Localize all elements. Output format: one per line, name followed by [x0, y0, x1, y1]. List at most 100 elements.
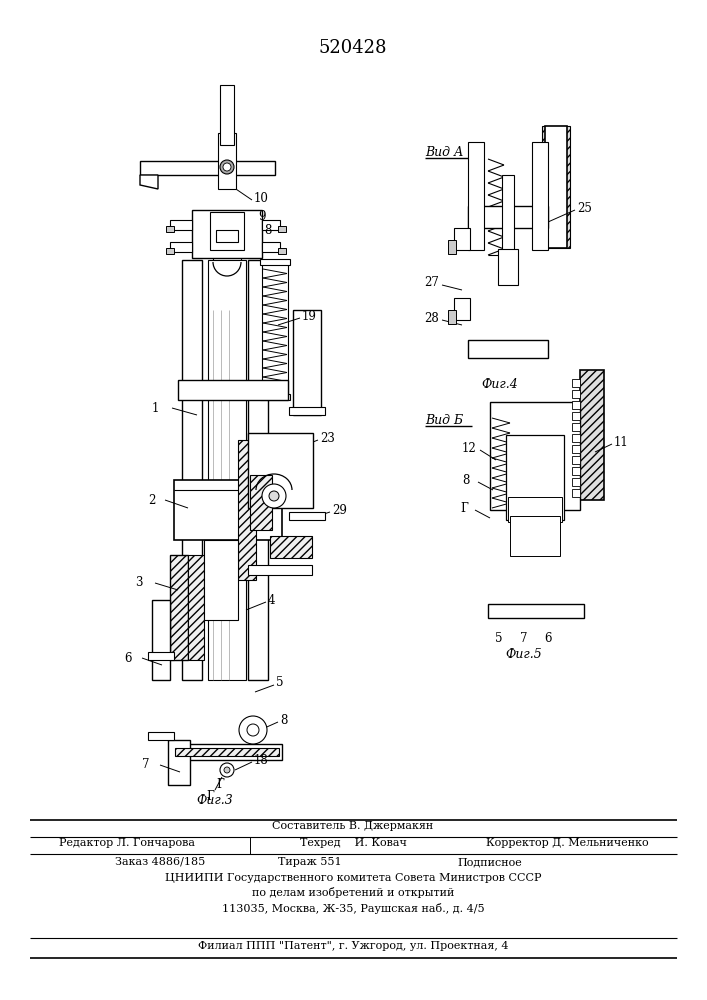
Circle shape [223, 163, 231, 171]
Text: 10: 10 [254, 192, 269, 205]
Bar [572, 412, 580, 420]
Text: Фиг.4: Фиг.4 [481, 378, 518, 391]
Text: Фиг.5: Фиг.5 [506, 648, 542, 662]
Text: 18: 18 [254, 754, 269, 766]
Text: Г: Г [206, 790, 214, 802]
Circle shape [220, 763, 234, 777]
Text: 6: 6 [544, 632, 551, 645]
Bar [210, 212, 244, 250]
Text: Фиг.3: Фиг.3 [197, 794, 233, 806]
Bar [577, 364, 607, 498]
Circle shape [269, 491, 279, 501]
Text: 3: 3 [135, 576, 143, 589]
Bar [508, 497, 562, 522]
Bar [572, 445, 580, 453]
Bar [572, 434, 580, 442]
Bar [248, 565, 312, 575]
Bar [278, 248, 286, 254]
Bar [262, 220, 280, 230]
Bar [220, 85, 234, 145]
Circle shape [262, 484, 286, 508]
Text: Г: Г [216, 778, 224, 792]
Bar [532, 142, 548, 250]
Bar [218, 133, 236, 189]
Bar [182, 260, 202, 680]
Text: Редактор Л. Гончарова: Редактор Л. Гончарова [59, 838, 195, 848]
Bar [152, 600, 170, 680]
Text: 1: 1 [152, 401, 159, 414]
Bar [468, 142, 484, 250]
Text: Филиал ППП "Патент", г. Ужгород, ул. Проектная, 4: Филиал ППП "Патент", г. Ужгород, ул. Про… [198, 941, 508, 951]
Text: 19: 19 [302, 310, 317, 322]
Bar [248, 260, 268, 680]
Text: 27: 27 [424, 276, 439, 290]
Text: ЦНИИПИ Государственного комитета Совета Министров СССР: ЦНИИПИ Государственного комитета Совета … [165, 873, 542, 883]
Text: Г: Г [460, 502, 468, 514]
Bar [260, 394, 290, 400]
Bar [262, 242, 280, 252]
Bar [140, 161, 275, 175]
Bar [170, 555, 188, 660]
Bar [188, 555, 204, 660]
Circle shape [224, 767, 230, 773]
Bar [490, 402, 580, 510]
Text: 8: 8 [280, 714, 287, 726]
Bar [572, 379, 580, 387]
Bar [166, 248, 174, 254]
Bar [172, 744, 282, 760]
Text: Вид Б: Вид Б [425, 414, 463, 426]
Bar [216, 230, 238, 242]
Bar [510, 516, 560, 556]
Text: 23: 23 [320, 432, 335, 444]
Bar [148, 732, 174, 740]
Bar [488, 604, 584, 618]
Bar [454, 298, 470, 320]
Text: Вид А: Вид А [425, 145, 464, 158]
Text: 5: 5 [495, 632, 503, 645]
Text: по делам изобретений и открытий: по делам изобретений и открытий [252, 888, 454, 898]
Text: 8: 8 [264, 224, 271, 236]
Text: 11: 11 [614, 436, 629, 448]
Text: Корректор Д. Мельниченко: Корректор Д. Мельниченко [486, 838, 648, 848]
Bar [293, 310, 321, 415]
Polygon shape [140, 175, 158, 189]
Bar [204, 540, 238, 620]
Text: Подписное: Подписное [457, 857, 522, 867]
Bar [572, 467, 580, 475]
Text: 113035, Москва, Ж-35, Раушская наб., д. 4/5: 113035, Москва, Ж-35, Раушская наб., д. … [222, 902, 484, 914]
Bar [572, 489, 580, 497]
Bar [506, 435, 564, 520]
Bar [580, 370, 604, 500]
Bar [289, 512, 325, 520]
Bar [166, 226, 174, 232]
Text: Техред    И. Ковач: Техред И. Ковач [300, 838, 407, 848]
Bar [502, 175, 514, 260]
Bar [289, 407, 325, 415]
Bar [454, 228, 470, 250]
Text: 7: 7 [142, 758, 149, 772]
Text: 2: 2 [148, 493, 156, 506]
Bar [448, 310, 456, 324]
Bar [250, 475, 272, 530]
Bar [148, 652, 174, 660]
Bar [468, 206, 548, 228]
Bar [248, 433, 313, 508]
Bar [170, 220, 192, 230]
Bar [175, 748, 279, 756]
Bar [545, 126, 567, 248]
Bar [192, 210, 262, 258]
Bar [168, 740, 190, 785]
Text: Тираж 551: Тираж 551 [278, 857, 341, 867]
Bar [542, 126, 570, 248]
Text: 6: 6 [124, 652, 132, 664]
Bar [572, 478, 580, 486]
Bar [572, 401, 580, 409]
Bar [174, 480, 282, 540]
Bar [262, 260, 288, 395]
Bar [270, 536, 312, 558]
Text: Заказ 4886/185: Заказ 4886/185 [115, 857, 205, 867]
Bar [278, 226, 286, 232]
Text: 9: 9 [258, 210, 266, 223]
Circle shape [247, 724, 259, 736]
Bar [572, 423, 580, 431]
